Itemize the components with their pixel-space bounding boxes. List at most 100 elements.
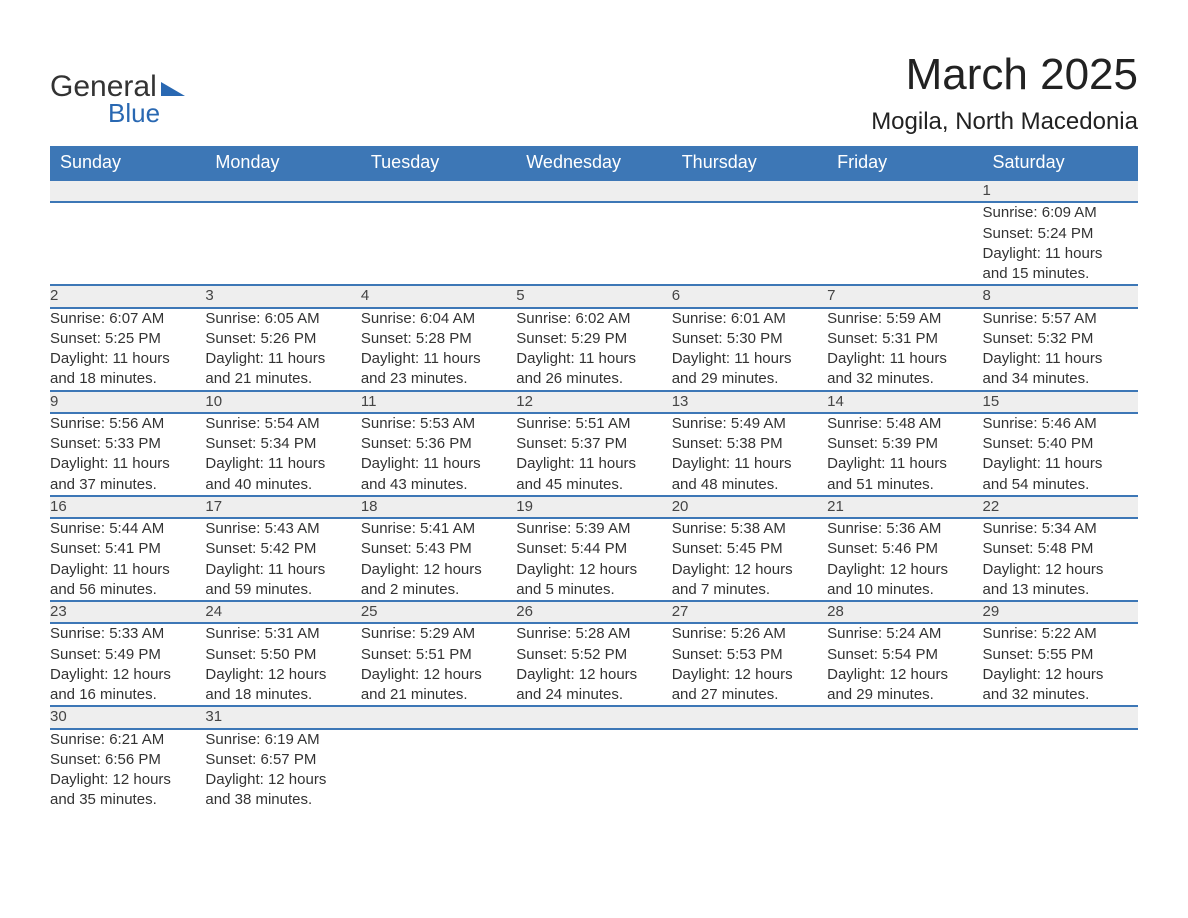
day-number-cell: 18 — [361, 496, 516, 518]
day-data-cell: Sunrise: 6:01 AMSunset: 5:30 PMDaylight:… — [672, 308, 827, 391]
daylight-label: and 51 minutes. — [827, 475, 982, 495]
sunset-label: Sunset: 5:54 PM — [827, 645, 982, 665]
sunset-label: Sunset: 5:25 PM — [50, 329, 205, 349]
sunset-label: Sunset: 5:52 PM — [516, 645, 671, 665]
sunset-label: Sunset: 6:56 PM — [50, 750, 205, 770]
day-number-cell: 24 — [205, 601, 360, 623]
page-title: March 2025 — [871, 50, 1138, 100]
daynum-row: 9101112131415 — [50, 391, 1138, 413]
day-number-cell: 10 — [205, 391, 360, 413]
daylight-label: Daylight: 11 hours — [672, 454, 827, 474]
daylight-label: and 32 minutes. — [827, 369, 982, 389]
sunrise-label: Sunrise: 5:49 AM — [672, 414, 827, 434]
day-data-cell: Sunrise: 6:02 AMSunset: 5:29 PMDaylight:… — [516, 308, 671, 391]
daylight-label: and 23 minutes. — [361, 369, 516, 389]
day-number-cell: 27 — [672, 601, 827, 623]
daylight-label: Daylight: 11 hours — [361, 349, 516, 369]
weekday-header: Tuesday — [361, 146, 516, 180]
day-number-cell — [983, 706, 1138, 728]
day-number-cell — [672, 706, 827, 728]
sunrise-label: Sunrise: 5:43 AM — [205, 519, 360, 539]
day-number-cell: 15 — [983, 391, 1138, 413]
sunset-label: Sunset: 5:30 PM — [672, 329, 827, 349]
day-number-cell: 1 — [983, 180, 1138, 202]
daylight-label: Daylight: 12 hours — [516, 560, 671, 580]
day-data-cell — [672, 729, 827, 811]
day-data-cell: Sunrise: 5:43 AMSunset: 5:42 PMDaylight:… — [205, 518, 360, 601]
title-block: March 2025 Mogila, North Macedonia — [871, 50, 1138, 136]
sunrise-label: Sunrise: 5:33 AM — [50, 624, 205, 644]
location-label: Mogila, North Macedonia — [871, 108, 1138, 136]
sunrise-label: Sunrise: 5:39 AM — [516, 519, 671, 539]
day-data-cell: Sunrise: 6:04 AMSunset: 5:28 PMDaylight:… — [361, 308, 516, 391]
day-number-cell — [516, 706, 671, 728]
sunset-label: Sunset: 5:50 PM — [205, 645, 360, 665]
daylight-label: and 7 minutes. — [672, 580, 827, 600]
day-data-cell: Sunrise: 5:53 AMSunset: 5:36 PMDaylight:… — [361, 413, 516, 496]
day-data-cell: Sunrise: 5:36 AMSunset: 5:46 PMDaylight:… — [827, 518, 982, 601]
day-data-cell — [361, 729, 516, 811]
day-number-cell: 2 — [50, 285, 205, 307]
daylight-label: and 45 minutes. — [516, 475, 671, 495]
daylight-label: and 24 minutes. — [516, 685, 671, 705]
day-number-cell: 7 — [827, 285, 982, 307]
daylight-label: Daylight: 11 hours — [827, 454, 982, 474]
sunset-label: Sunset: 5:38 PM — [672, 434, 827, 454]
sunrise-label: Sunrise: 6:01 AM — [672, 309, 827, 329]
daylight-label: and 29 minutes. — [827, 685, 982, 705]
weekday-header: Sunday — [50, 146, 205, 180]
day-number-cell — [361, 706, 516, 728]
day-data-cell: Sunrise: 5:31 AMSunset: 5:50 PMDaylight:… — [205, 623, 360, 706]
daylight-label: and 26 minutes. — [516, 369, 671, 389]
daylight-label: and 21 minutes. — [205, 369, 360, 389]
daynum-row: 2345678 — [50, 285, 1138, 307]
sunset-label: Sunset: 5:49 PM — [50, 645, 205, 665]
day-data-cell: Sunrise: 6:09 AMSunset: 5:24 PMDaylight:… — [983, 202, 1138, 285]
day-data-cell — [827, 202, 982, 285]
daylight-label: and 48 minutes. — [672, 475, 827, 495]
daylight-label: and 35 minutes. — [50, 790, 205, 810]
sunset-label: Sunset: 5:37 PM — [516, 434, 671, 454]
sunset-label: Sunset: 5:51 PM — [361, 645, 516, 665]
triangle-icon — [161, 82, 185, 96]
data-row: Sunrise: 5:33 AMSunset: 5:49 PM Daylight:… — [50, 623, 1138, 706]
weekday-header: Monday — [205, 146, 360, 180]
weekday-header: Saturday — [983, 146, 1138, 180]
calendar-table: Sunday Monday Tuesday Wednesday Thursday… — [50, 146, 1138, 811]
day-data-cell — [516, 729, 671, 811]
daylight-label: Daylight: 12 hours — [983, 665, 1138, 685]
sunrise-label: Sunrise: 6:09 AM — [983, 203, 1138, 223]
day-number-cell: 8 — [983, 285, 1138, 307]
sunset-label: Sunset: 5:29 PM — [516, 329, 671, 349]
sunrise-label: Sunrise: 5:36 AM — [827, 519, 982, 539]
day-data-cell: Sunrise: 5:59 AMSunset: 5:31 PMDaylight:… — [827, 308, 982, 391]
daylight-label: and 2 minutes. — [361, 580, 516, 600]
day-data-cell — [983, 729, 1138, 811]
daylight-label: and 5 minutes. — [516, 580, 671, 600]
daylight-label: Daylight: 12 hours — [672, 560, 827, 580]
sunrise-label: Sunrise: 5:24 AM — [827, 624, 982, 644]
daylight-label: Daylight: 12 hours — [516, 665, 671, 685]
daylight-label: and 18 minutes. — [50, 369, 205, 389]
daylight-label: Daylight: 12 hours — [827, 560, 982, 580]
sunrise-label: Sunrise: 6:04 AM — [361, 309, 516, 329]
sunrise-label: Sunrise: 5:34 AM — [983, 519, 1138, 539]
day-number-cell: 14 — [827, 391, 982, 413]
daynum-row: 16171819202122 — [50, 496, 1138, 518]
sunset-label: Sunset: 5:45 PM — [672, 539, 827, 559]
daylight-label: and 16 minutes. — [50, 685, 205, 705]
day-data-cell: Sunrise: 5:38 AMSunset: 5:45 PMDaylight:… — [672, 518, 827, 601]
logo: General Blue — [50, 70, 185, 129]
sunrise-label: Sunrise: 5:57 AM — [983, 309, 1138, 329]
day-number-cell: 26 — [516, 601, 671, 623]
day-number-cell: 5 — [516, 285, 671, 307]
sunset-label: Sunset: 5:53 PM — [672, 645, 827, 665]
day-data-cell: Sunrise: 5:49 AMSunset: 5:38 PMDaylight:… — [672, 413, 827, 496]
sunset-label: Sunset: 5:55 PM — [983, 645, 1138, 665]
day-data-cell: Sunrise: 5:57 AMSunset: 5:32 PMDaylight:… — [983, 308, 1138, 391]
weekday-header: Friday — [827, 146, 982, 180]
day-data-cell — [516, 202, 671, 285]
day-number-cell — [50, 180, 205, 202]
day-number-cell: 22 — [983, 496, 1138, 518]
sunset-label: Sunset: 5:24 PM — [983, 224, 1138, 244]
